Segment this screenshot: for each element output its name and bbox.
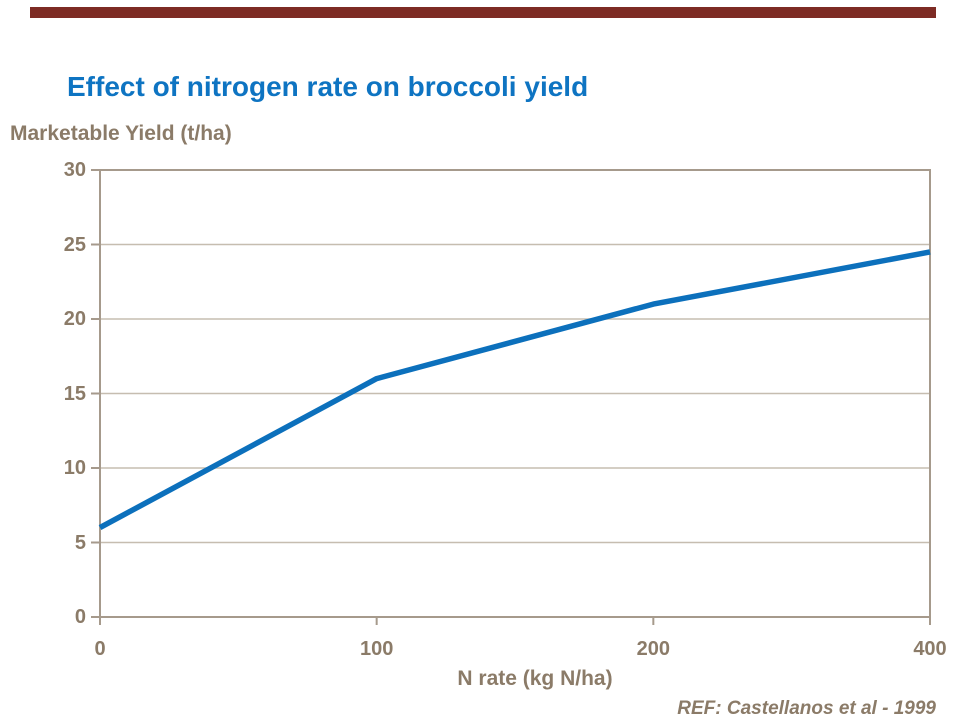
yield-line <box>98 249 931 531</box>
y-tick-label: 10 <box>63 457 86 479</box>
top-accent-bar <box>30 7 936 18</box>
x-tick-label: 200 <box>636 638 671 660</box>
y-tick-label: 5 <box>74 531 86 554</box>
x-tick-label: 100 <box>359 638 394 660</box>
y-tick-label: 15 <box>63 382 86 405</box>
x-axis-title: N rate (kg N/ha) <box>457 667 613 690</box>
reference-citation: REF: Castellanos et al - 1999 <box>677 698 936 719</box>
y-tick-label: 20 <box>63 308 86 330</box>
x-tick-label: 0 <box>94 638 106 660</box>
y-tick-label: 25 <box>63 233 86 256</box>
y-axis-title: Marketable Yield (t/ha) <box>10 122 232 145</box>
y-tick-label: 30 <box>63 159 86 181</box>
y-tick-label: 0 <box>74 606 86 628</box>
chart-title: Effect of nitrogen rate on broccoli yiel… <box>67 71 589 102</box>
x-tick-label: 400 <box>913 638 947 660</box>
